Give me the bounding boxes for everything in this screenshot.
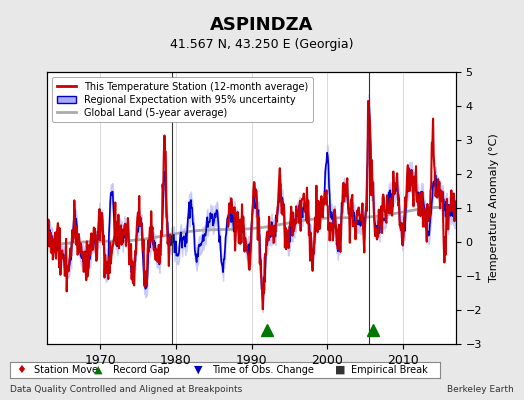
Text: ♦: ♦ — [16, 365, 26, 375]
Y-axis label: Temperature Anomaly (°C): Temperature Anomaly (°C) — [489, 134, 499, 282]
Text: Data Quality Controlled and Aligned at Breakpoints: Data Quality Controlled and Aligned at B… — [10, 385, 243, 394]
Legend: This Temperature Station (12-month average), Regional Expectation with 95% uncer: This Temperature Station (12-month avera… — [52, 77, 313, 122]
Text: Station Move: Station Move — [34, 365, 98, 375]
Text: ASPINDZA: ASPINDZA — [210, 16, 314, 34]
Text: Empirical Break: Empirical Break — [351, 365, 428, 375]
Text: Time of Obs. Change: Time of Obs. Change — [212, 365, 314, 375]
Text: Berkeley Earth: Berkeley Earth — [447, 385, 514, 394]
Text: ▼: ▼ — [194, 365, 202, 375]
Text: Record Gap: Record Gap — [113, 365, 169, 375]
Text: ■: ■ — [335, 365, 346, 375]
Text: ▲: ▲ — [94, 365, 103, 375]
Text: 41.567 N, 43.250 E (Georgia): 41.567 N, 43.250 E (Georgia) — [170, 38, 354, 51]
